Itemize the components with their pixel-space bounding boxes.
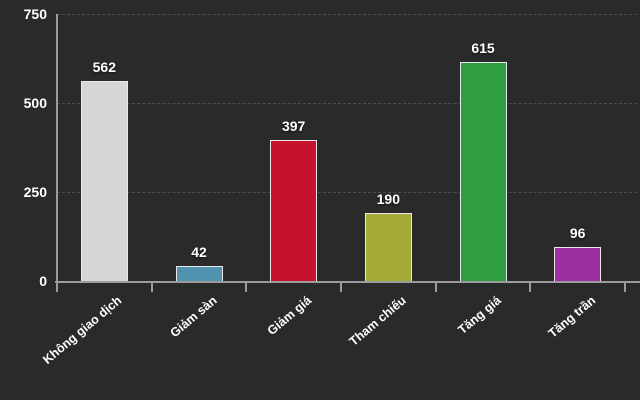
x-axis-line <box>55 281 640 283</box>
y-axis-tick-label: 500 <box>23 95 47 111</box>
x-axis-category-label: Không giao dịch <box>40 293 125 367</box>
x-axis-category-label: Tham chiếu <box>346 293 409 349</box>
x-axis-category-label: Giảm sàn <box>167 293 220 341</box>
y-axis-tick-label: 0 <box>39 273 47 289</box>
x-axis-tick <box>529 283 532 292</box>
bar-2[interactable] <box>175 266 223 281</box>
x-axis-tick <box>624 283 626 292</box>
bar-value-label: 42 <box>191 244 207 261</box>
bar-value-label: 397 <box>281 117 306 134</box>
x-axis-category-label: Tăng giá <box>454 293 504 338</box>
y-axis-line <box>56 14 58 283</box>
bar-value-label: 96 <box>569 224 586 241</box>
bar-3[interactable] <box>270 139 318 281</box>
bar-1[interactable] <box>80 80 128 281</box>
y-axis-tick-label: 250 <box>23 184 47 200</box>
x-axis-tick <box>150 283 153 292</box>
gridline <box>57 103 637 104</box>
bar-6[interactable] <box>554 246 602 281</box>
x-axis-category-label: Giảm giá <box>264 293 315 338</box>
bar-value-label: 562 <box>92 58 116 75</box>
bar-5[interactable] <box>459 62 507 281</box>
x-axis-tick <box>434 283 437 292</box>
x-axis-tick <box>340 283 342 292</box>
bar-value-label: 190 <box>376 191 400 208</box>
gridline <box>57 14 637 15</box>
bar-4[interactable] <box>364 213 412 281</box>
y-axis-tick-label: 750 <box>23 6 47 22</box>
gridline <box>57 192 637 193</box>
x-axis-category-label: Tăng trần <box>545 293 599 341</box>
x-axis-tick <box>245 283 248 292</box>
bar-value-label: 615 <box>471 40 495 57</box>
x-axis-tick <box>56 283 58 292</box>
